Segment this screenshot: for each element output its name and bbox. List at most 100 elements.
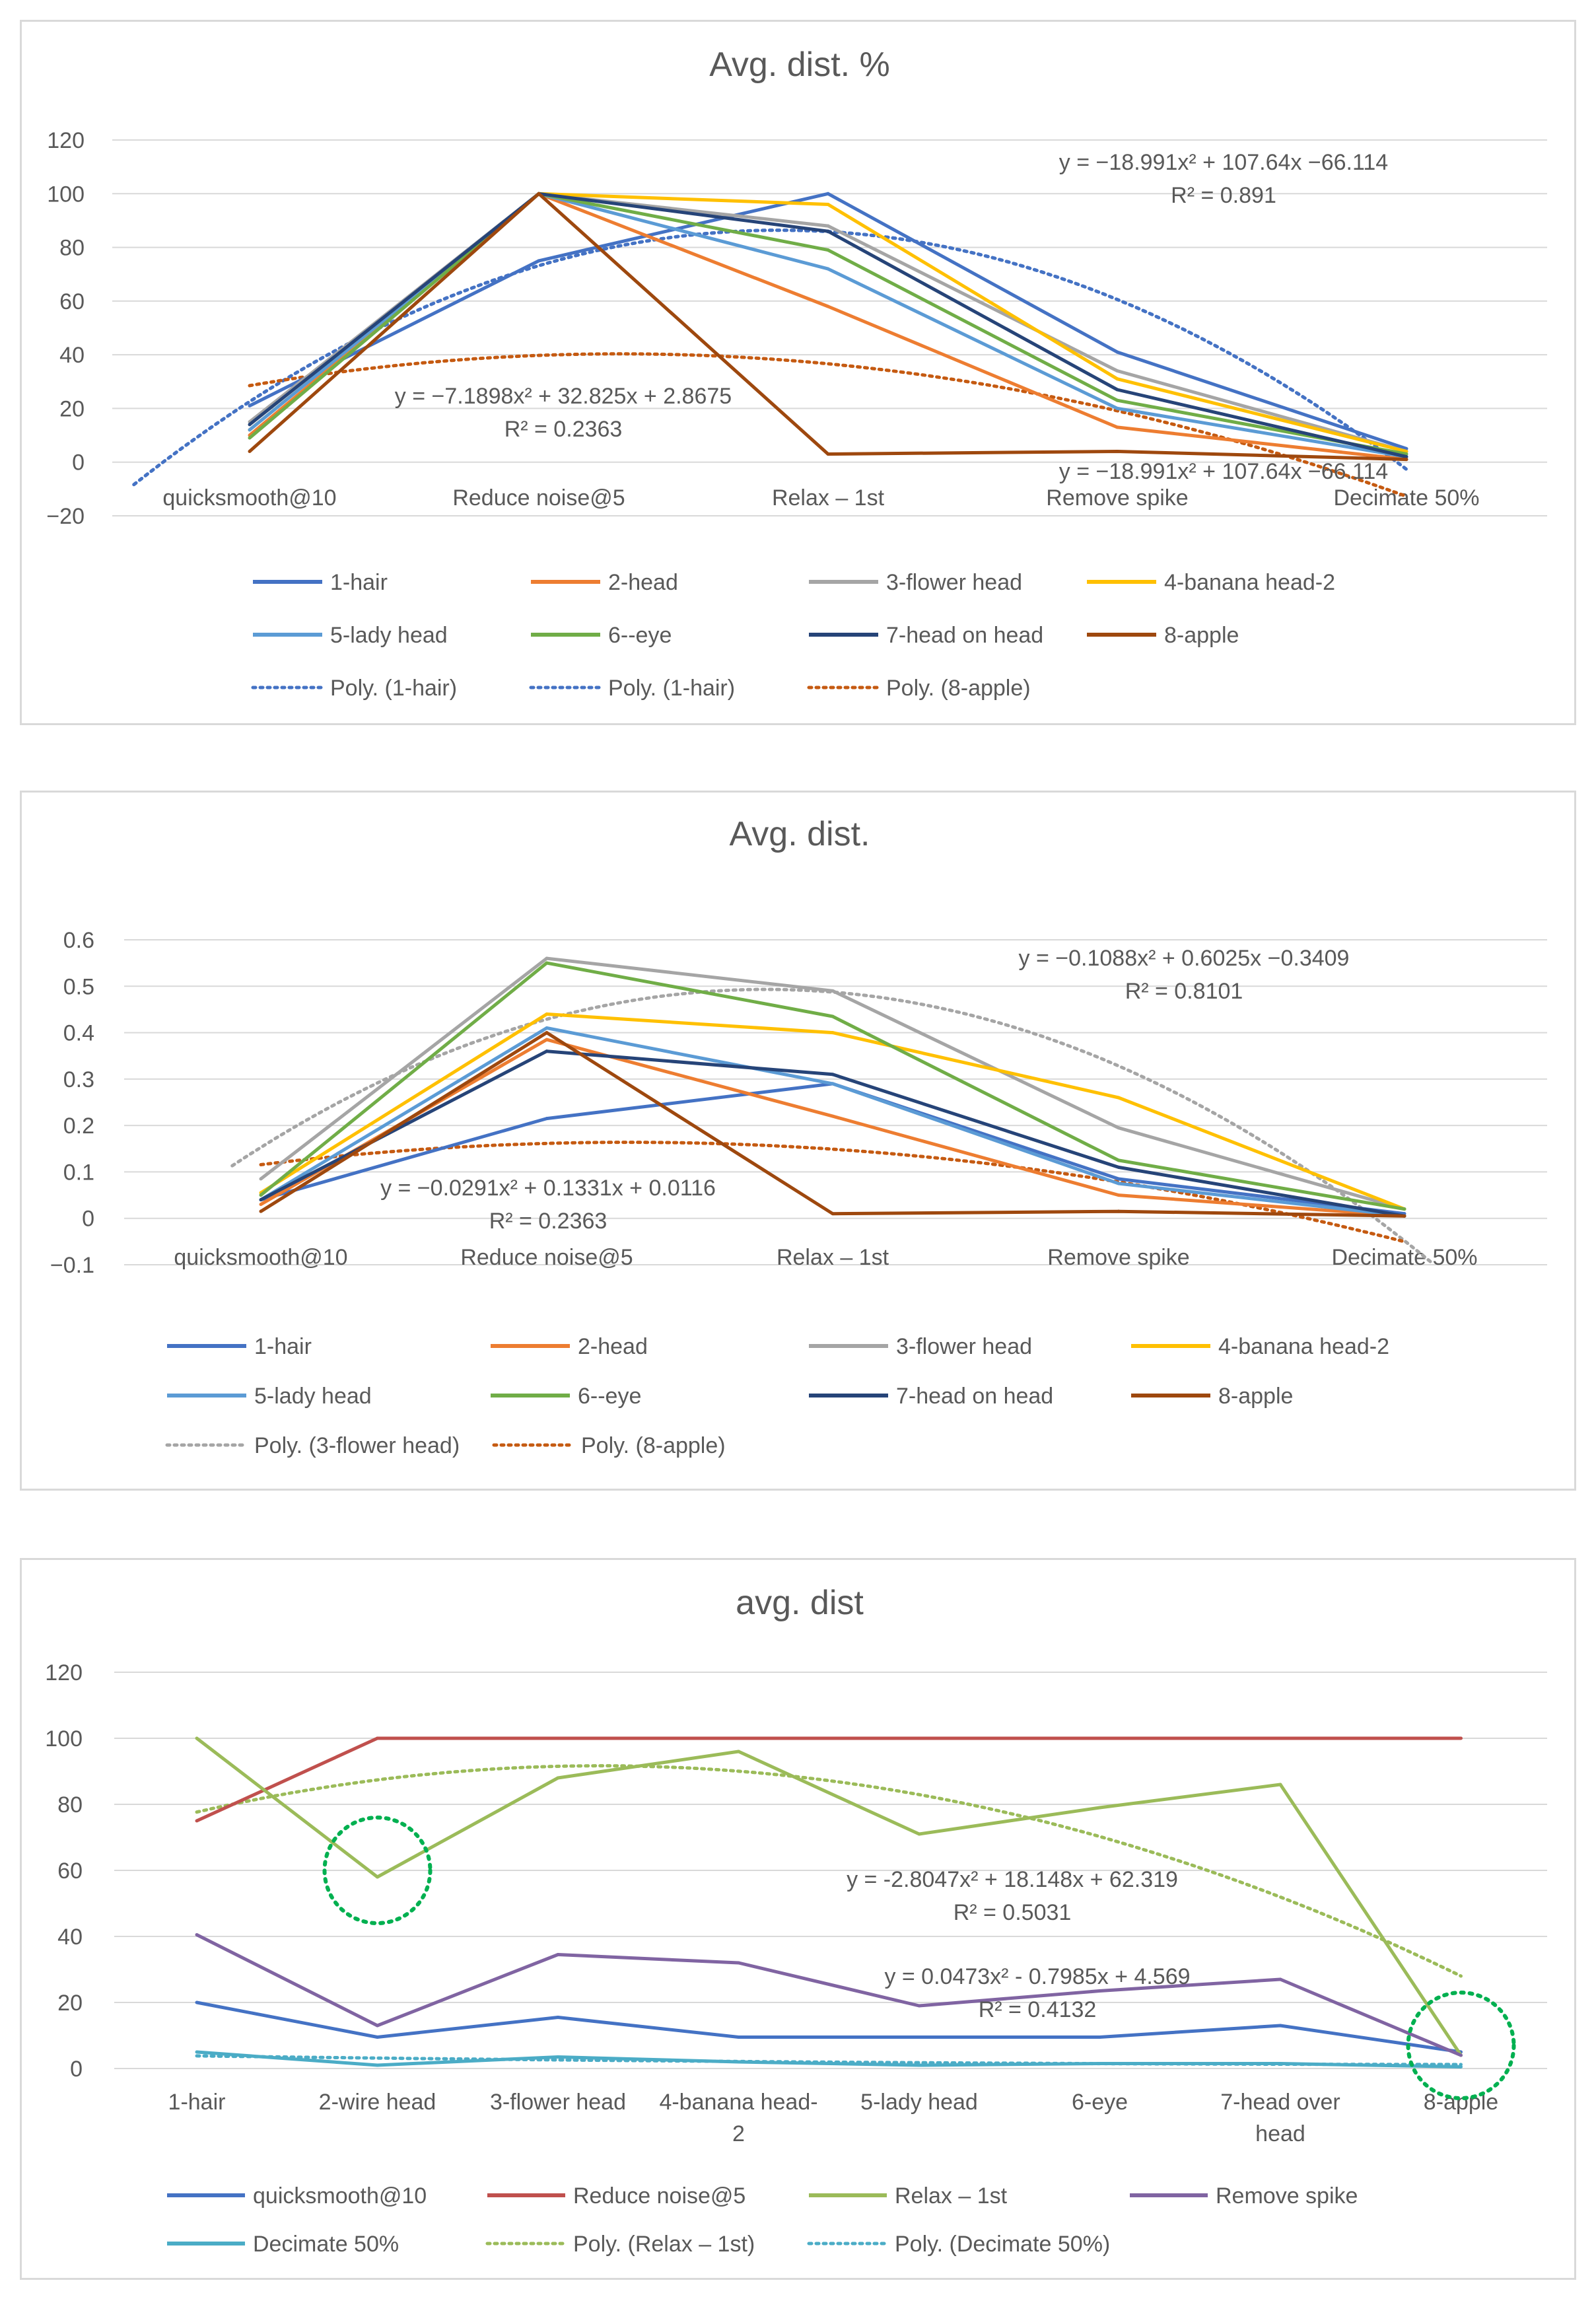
- data-point-reduce-noise-5: [376, 1736, 379, 1740]
- data-point-decimate-50: [556, 2055, 560, 2059]
- data-point-remove-spike: [376, 2024, 379, 2028]
- data-point-7-head-on-head: [259, 1198, 263, 1202]
- trendline-r-squared: R² = 0.4132: [979, 1997, 1097, 2022]
- data-point-relax-1st: [917, 1832, 921, 1836]
- data-point-2-head: [545, 1038, 549, 1042]
- legend-label-1-hair: 1-hair: [254, 1334, 312, 1359]
- data-point-relax-1st: [376, 1875, 379, 1879]
- legend-label-remove-spike: Remove spike: [1216, 2183, 1358, 2209]
- series-line-remove-spike: [195, 1933, 1462, 2057]
- data-point-remove-spike: [556, 1953, 560, 1956]
- y-tick-label: 80: [57, 1792, 83, 1818]
- x-tick-label: Remove spike: [1047, 1245, 1189, 1270]
- legend-label-1-hair: 1-hair: [330, 570, 388, 595]
- data-point-1-hair: [248, 404, 252, 407]
- data-point-7-head-on-head: [831, 1073, 835, 1077]
- data-point-remove-spike: [195, 1933, 199, 1936]
- data-point-1-hair: [1117, 1177, 1121, 1181]
- legend-label-poly-relax-1st: Poly. (Relax – 1st): [573, 2232, 755, 2257]
- data-point-reduce-noise-5: [917, 1736, 921, 1740]
- legend-label-poly-1-hair: Poly. (1-hair): [608, 676, 735, 701]
- x-tick-label: Decimate 50%: [1333, 485, 1479, 511]
- legend-label-decimate-50: Decimate 50%: [253, 2232, 399, 2257]
- trendline-poly-1-hair: [132, 229, 1408, 487]
- data-point-decimate-50: [376, 2063, 379, 2067]
- chart-avg-dist-by-model: avg. dist 0 20 40 60 80 100 120 1-hair 2-wire hea…: [45, 1584, 1547, 2257]
- data-point-2-head: [826, 304, 830, 308]
- x-tick-label: Reduce noise@5: [452, 485, 625, 511]
- y-tick-label: 0.5: [63, 974, 94, 999]
- legend-label-6-eye: 6--eye: [578, 1384, 641, 1409]
- trendline-r-squared: R² = 0.2363: [489, 1209, 607, 1234]
- legend-label-5-lady-head: 5-lady head: [254, 1384, 372, 1409]
- series-line-8-apple: [248, 192, 1407, 462]
- data-point-6-eye: [1115, 398, 1119, 402]
- data-point-remove-spike: [917, 2004, 921, 2008]
- series-line-relax-1st: [195, 1737, 1463, 2057]
- y-tick-label: 0.6: [63, 928, 94, 953]
- legend-label-quicksmooth-10: quicksmooth@10: [253, 2183, 427, 2209]
- data-point-reduce-noise-5: [1278, 1736, 1282, 1740]
- data-point-quicksmooth-10: [917, 2035, 921, 2039]
- data-point-7-head-on-head: [545, 1049, 549, 1053]
- trendline-equation: y = −0.0291x² + 0.1331x + 0.0116: [380, 1176, 716, 1201]
- legend-label-8-apple: 8-apple: [1218, 1384, 1293, 1409]
- data-point-3-flower-head: [831, 989, 835, 993]
- data-point-8-apple: [537, 192, 541, 195]
- chart-title: Avg. dist. %: [709, 46, 890, 84]
- trendline-equation: y = −7.1898x² + 32.825x + 2.8675: [395, 384, 732, 409]
- data-point-decimate-50: [917, 2063, 921, 2067]
- x-tick-label: 3-flower head: [490, 2090, 626, 2115]
- legend-label-poly-1-hair: Poly. (1-hair): [330, 676, 457, 701]
- data-point-5-lady-head: [248, 428, 252, 432]
- y-tick-label: 60: [59, 289, 85, 314]
- data-point-2-head: [1115, 425, 1119, 429]
- legend-label-6-eye: 6--eye: [608, 623, 672, 648]
- data-point-4-banana-head-2: [831, 1031, 835, 1035]
- data-point-reduce-noise-5: [737, 1736, 740, 1740]
- y-tick-label: 0: [70, 2057, 83, 2082]
- data-point-reduce-noise-5: [556, 1736, 560, 1740]
- data-point-8-apple: [1115, 449, 1119, 453]
- data-point-1-hair: [826, 192, 830, 195]
- series-line-decimate-50: [196, 2050, 1461, 2069]
- data-point-5-lady-head: [826, 267, 830, 271]
- data-point-8-apple: [826, 452, 830, 456]
- data-point-7-head-on-head: [248, 423, 252, 427]
- data-point-6-eye: [826, 248, 830, 252]
- data-point-remove-spike: [737, 1961, 740, 1965]
- data-point-decimate-50: [195, 2050, 199, 2054]
- trendline-equation: y = -2.8047x² + 18.148x + 62.319: [847, 1867, 1178, 1892]
- data-point-3-flower-head: [1115, 369, 1119, 373]
- x-tick-label: 1-hair: [168, 2090, 226, 2115]
- data-point-8-apple: [1405, 458, 1408, 462]
- chart-panel-avg-dist: Avg. dist. −0.1 0 0.1 0.2 0.3 0.4 0.5 0.6 quicksm…: [20, 791, 1576, 1491]
- data-point-quicksmooth-10: [1098, 2035, 1101, 2039]
- data-point-8-apple: [831, 1212, 835, 1216]
- data-point-8-apple: [545, 1031, 549, 1035]
- data-point-relax-1st: [1098, 1806, 1101, 1810]
- legend-label-7-head-on-head: 7-head on head: [896, 1384, 1053, 1409]
- data-point-decimate-50: [1098, 2062, 1101, 2065]
- x-tick-label: head: [1255, 2121, 1305, 2146]
- data-point-4-banana-head-2: [1115, 377, 1119, 381]
- data-point-quicksmooth-10: [556, 2016, 560, 2019]
- trendline-poly-3-flower-head: [230, 987, 1435, 1266]
- legend-label-2-head: 2-head: [608, 570, 678, 595]
- data-point-7-head-on-head: [826, 229, 830, 233]
- legend-label-3-flower-head: 3-flower head: [896, 1334, 1032, 1359]
- data-point-7-head-on-head: [1115, 388, 1119, 392]
- data-point-7-head-on-head: [1117, 1165, 1121, 1169]
- y-tick-label: 0.4: [63, 1021, 94, 1046]
- trendline-poly-1-hair: [132, 229, 1408, 487]
- x-tick-label: 2: [732, 2121, 745, 2146]
- y-tick-label: 80: [59, 236, 85, 261]
- legend-label-4-banana-head-2: 4-banana head-2: [1164, 570, 1335, 595]
- data-point-5-lady-head: [1115, 406, 1119, 410]
- y-tick-label: 100: [45, 1726, 83, 1751]
- data-point-1-hair: [537, 259, 541, 263]
- legend-label-reduce-noise-5: Reduce noise@5: [573, 2183, 746, 2209]
- y-tick-label: 20: [57, 1991, 83, 2016]
- y-tick-label: 0.2: [63, 1114, 94, 1139]
- data-point-8-apple: [1117, 1209, 1121, 1213]
